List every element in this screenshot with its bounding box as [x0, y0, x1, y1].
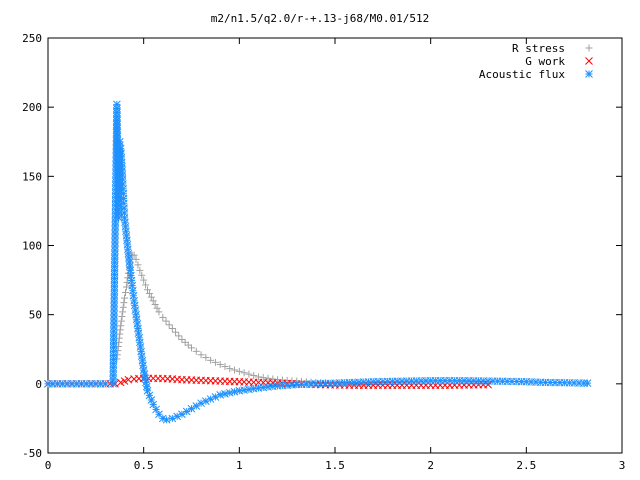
- data-point: [134, 261, 142, 269]
- data-point: [120, 299, 128, 307]
- data-point: [230, 387, 239, 396]
- x-tick-label: 1.5: [325, 459, 345, 472]
- data-point: [245, 385, 253, 394]
- data-point: [121, 294, 129, 302]
- data-point: [145, 391, 154, 400]
- data-point: [149, 400, 158, 409]
- data-point: [128, 286, 137, 295]
- data-point: [264, 374, 272, 382]
- x-tick-label: 0.5: [134, 459, 154, 472]
- data-point: [484, 380, 492, 389]
- data-point: [140, 276, 148, 284]
- data-point: [221, 363, 229, 371]
- data-point: [122, 283, 130, 291]
- y-tick-label: 150: [22, 170, 42, 183]
- y-tick-label: 250: [22, 32, 42, 45]
- x-tick-label: 0: [45, 459, 52, 472]
- legend-label: Acoustic flux: [479, 68, 565, 81]
- data-point: [250, 372, 258, 380]
- x-tick-label: 2: [427, 459, 434, 472]
- data-point: [173, 412, 182, 421]
- data-point: [162, 317, 170, 325]
- legend-marker: [585, 44, 593, 52]
- data-point: [197, 399, 205, 408]
- data-point: [143, 286, 151, 294]
- data-point: [235, 367, 243, 375]
- series-layer: [44, 100, 592, 424]
- data-point: [221, 390, 229, 398]
- data-point: [153, 304, 161, 312]
- legend-label: G work: [525, 55, 565, 68]
- data-point: [259, 374, 267, 382]
- data-point: [269, 375, 277, 383]
- data-point: [119, 303, 127, 311]
- data-point: [226, 365, 234, 373]
- data-point: [168, 325, 176, 332]
- x-tick-label: 1: [236, 459, 243, 472]
- data-point: [151, 301, 159, 309]
- y-tick-label: 50: [29, 309, 42, 322]
- data-point: [149, 297, 157, 305]
- data-point: [142, 281, 150, 289]
- data-point: [132, 255, 140, 263]
- legend-marker: [585, 70, 593, 78]
- data-point: [192, 402, 201, 410]
- data-point: [211, 358, 219, 366]
- data-point: [136, 266, 144, 274]
- series-r-stress: [113, 251, 329, 387]
- data-point: [147, 293, 155, 301]
- data-point: [202, 354, 210, 362]
- data-point: [231, 366, 239, 374]
- data-point: [121, 289, 129, 297]
- y-tick-label: 0: [35, 378, 42, 391]
- data-point: [254, 373, 262, 381]
- data-point: [119, 308, 127, 316]
- data-point: [207, 356, 215, 364]
- y-tick-label: 200: [22, 101, 42, 114]
- data-point: [240, 369, 248, 377]
- data-point: [118, 313, 126, 321]
- data-point: [216, 360, 224, 368]
- x-tick-label: 2.5: [516, 459, 536, 472]
- data-point: [245, 370, 253, 378]
- data-point: [192, 347, 200, 355]
- x-tick-label: 3: [619, 459, 626, 472]
- data-point: [175, 332, 183, 340]
- data-point: [583, 379, 592, 387]
- data-point: [225, 388, 234, 397]
- legend-label: R stress: [512, 42, 565, 55]
- data-point: [155, 308, 163, 316]
- data-point: [216, 391, 225, 399]
- chart-title: m2/n1.5/q2.0/r-+.13-j68/M0.01/512: [211, 12, 430, 25]
- data-point: [162, 415, 171, 424]
- data-point: [188, 344, 195, 352]
- y-tick-label: -50: [22, 447, 42, 460]
- data-point: [159, 313, 167, 321]
- data-point: [117, 322, 125, 330]
- data-point: [138, 271, 146, 279]
- y-tick-label: 100: [22, 240, 42, 253]
- series-acoustic-flux: [44, 100, 592, 424]
- data-point: [101, 379, 110, 388]
- data-point: [145, 289, 153, 297]
- data-point: [172, 328, 180, 336]
- legend-marker: [585, 57, 593, 65]
- data-point: [165, 321, 173, 329]
- data-point: [117, 317, 125, 325]
- data-point: [115, 137, 124, 146]
- plot-frame: [47, 37, 623, 454]
- data-point: [197, 351, 205, 359]
